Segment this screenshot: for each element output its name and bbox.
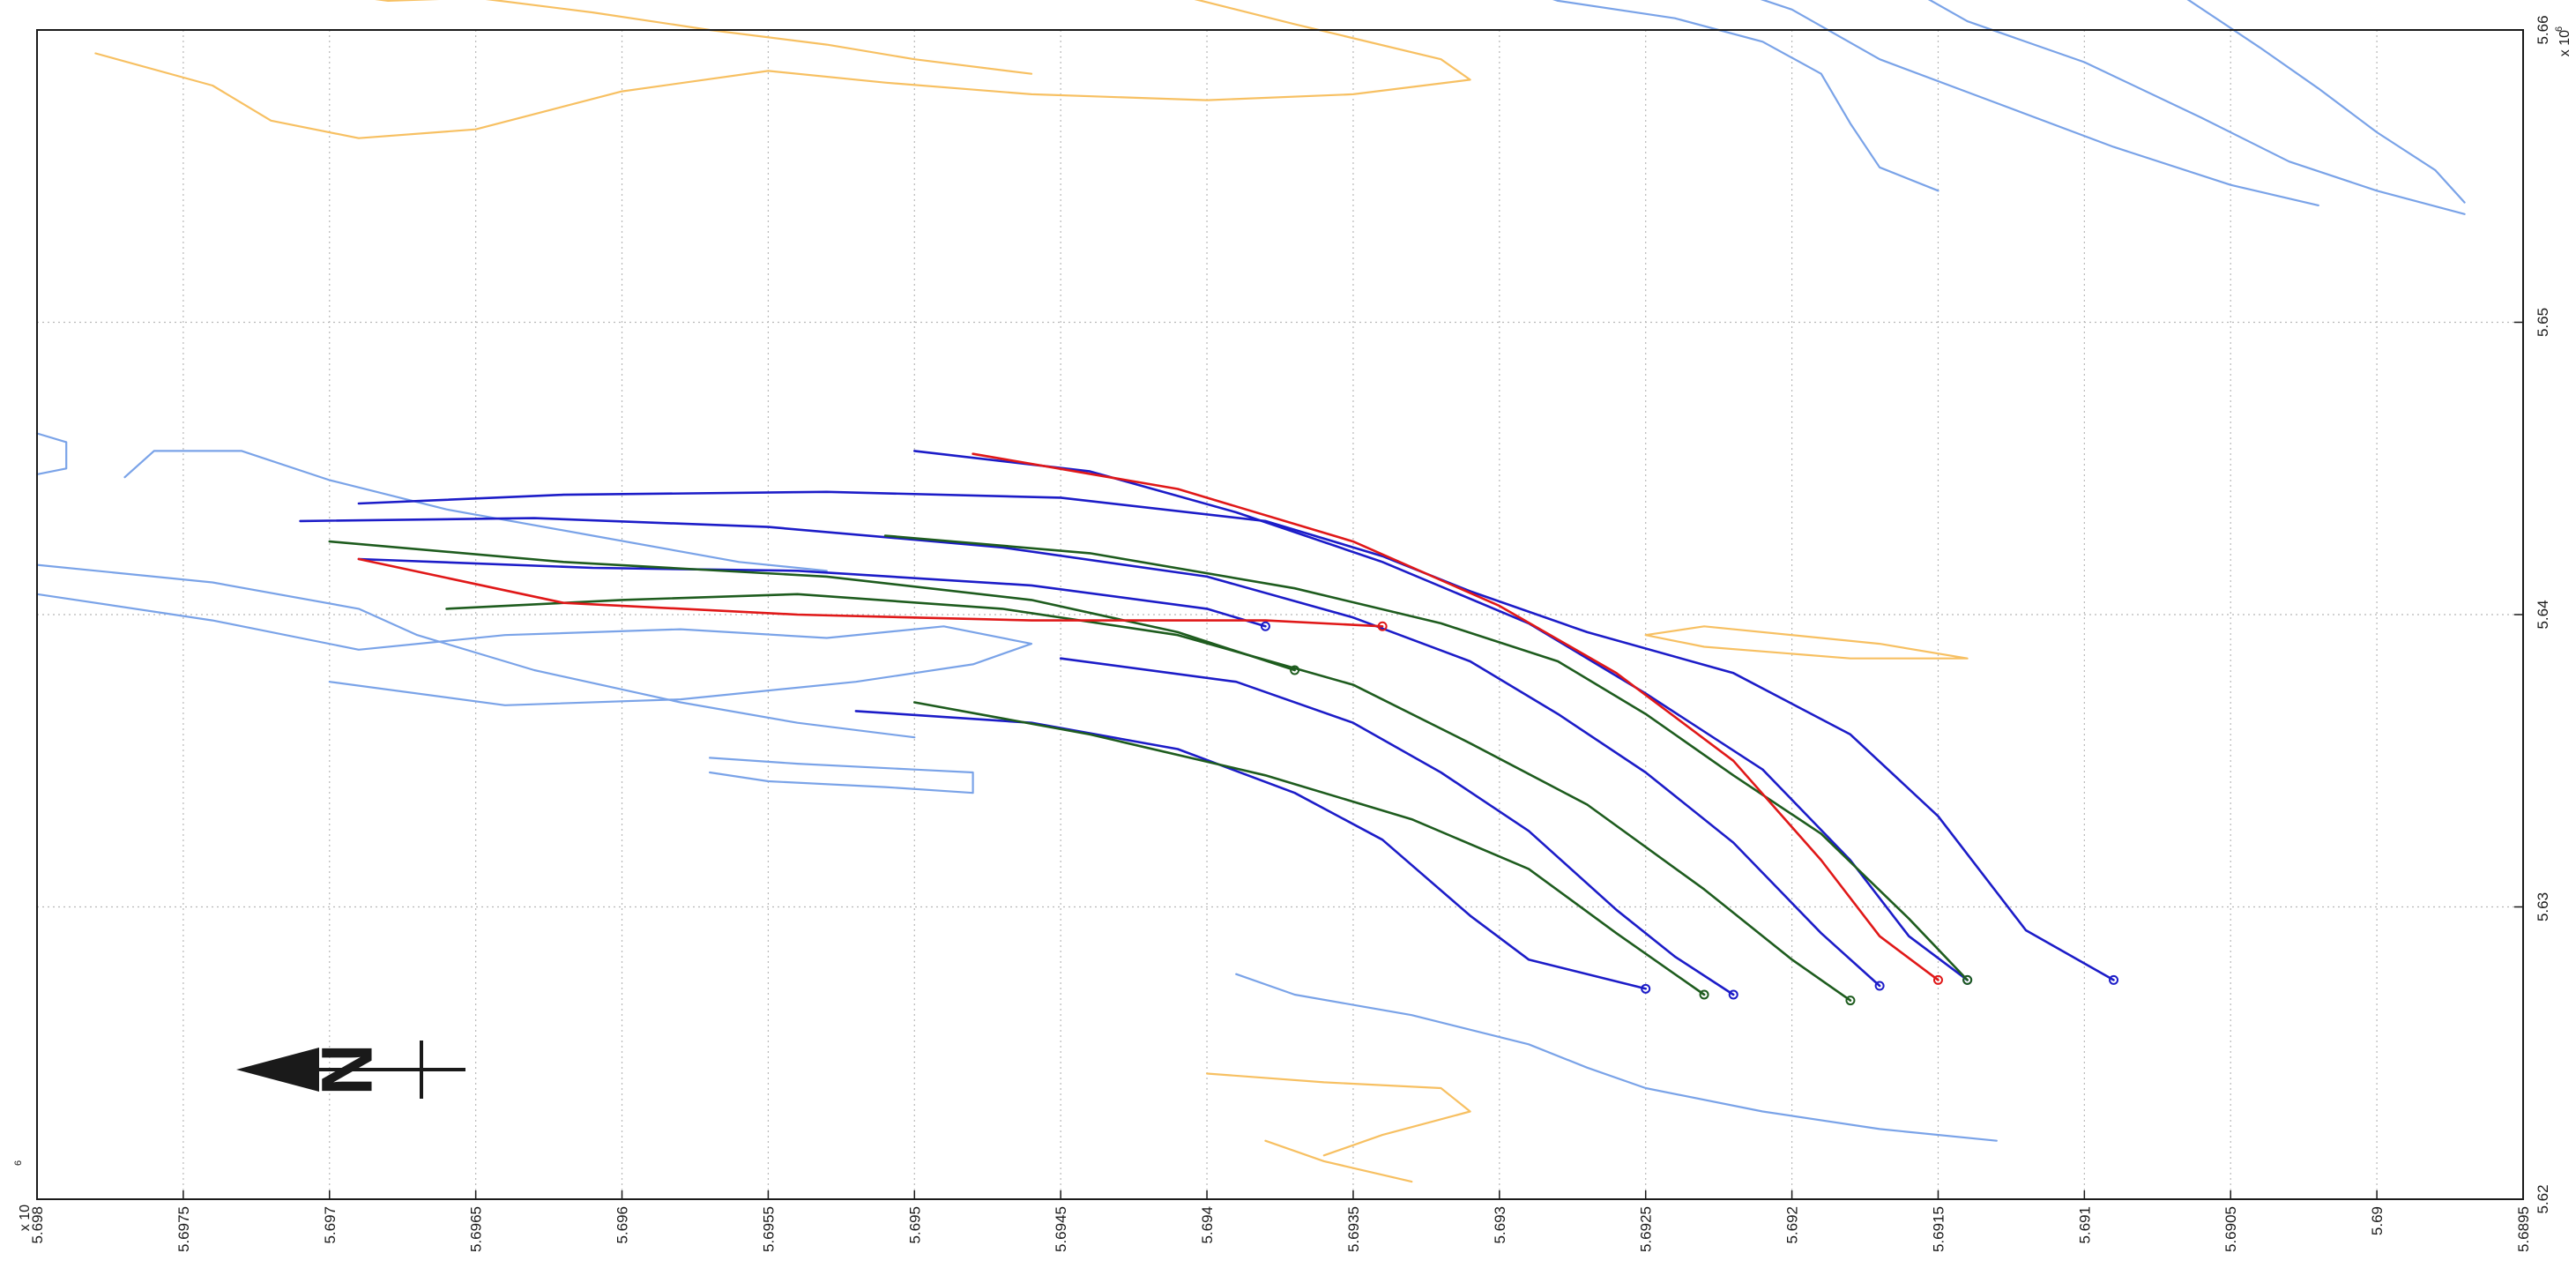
coastline-line [35, 432, 68, 475]
track-end-marker [1290, 665, 1300, 675]
depth_contour-line [1206, 1072, 1471, 1157]
x-tick-label: 5.6965 [468, 1206, 485, 1252]
y-tick-label: 5.64 [2535, 600, 2551, 629]
coastline-line [1235, 973, 1998, 1142]
coastline-line [35, 593, 1033, 706]
north-arrow: N [236, 1041, 465, 1099]
track-line [357, 557, 1267, 628]
depth_contour-line [1264, 1139, 1413, 1183]
track-line [1059, 657, 1735, 996]
track-end-marker [1932, 974, 1943, 985]
track-end-marker [1728, 989, 1738, 1000]
track-end-marker [1874, 981, 1885, 991]
north-arrow-head-icon [236, 1048, 319, 1092]
coastline-line [123, 450, 828, 572]
track-end-marker [1377, 621, 1388, 631]
x-tick-labels: 5.698 5.6975 5.697 5.6965 5.696 5.6955 5.695 5.… [29, 1206, 2532, 1252]
y-tick-labels: 5.62 5.63 5.64 5.65 5.66 [2535, 15, 2551, 1213]
coastline-line [1927, 0, 2466, 215]
depth_contour-line [1644, 625, 1969, 660]
coastline-line [2186, 0, 2466, 204]
y-tick-label: 5.62 [2535, 1184, 2551, 1213]
x-exponent-power: 6 [13, 1160, 24, 1166]
x-axis-exponent: x 10 6 [13, 1160, 33, 1231]
x-exponent-base: x 10 [18, 1205, 33, 1231]
x-tick-label: 5.6915 [1930, 1206, 1947, 1252]
end-markers [1260, 621, 2119, 1006]
x-tick-label: 5.6975 [175, 1206, 192, 1252]
x-tick-label: 5.697 [322, 1206, 339, 1244]
track-line [883, 534, 1969, 981]
track-line [357, 490, 2115, 981]
x-tick-label: 5.69 [2369, 1206, 2386, 1235]
north-letter: N [308, 1043, 388, 1095]
x-tick-label: 5.6955 [760, 1206, 777, 1252]
track-line [913, 450, 1969, 981]
track-end-marker [1699, 989, 1709, 1000]
x-tick-label: 5.696 [614, 1206, 631, 1244]
x-tick-label: 5.693 [1492, 1206, 1508, 1244]
series-group [35, 0, 2466, 1183]
x-tick-label: 5.6945 [1053, 1206, 1069, 1252]
y-exponent-base: x 10 [2557, 30, 2572, 56]
track-line [328, 540, 1296, 672]
track-end-marker [1962, 974, 1973, 985]
plot-frame [36, 29, 2524, 1200]
track-end-marker [1641, 983, 1651, 994]
x-tick-label: 5.692 [1784, 1206, 1801, 1244]
coastline-line [35, 563, 916, 739]
x-tick-label: 5.6905 [2222, 1206, 2239, 1252]
track-line [299, 517, 1881, 988]
y-exponent-power: 6 [2554, 26, 2565, 32]
y-tick-label: 5.66 [2535, 15, 2551, 44]
x-tick-label: 5.698 [29, 1206, 46, 1244]
x-tick-label: 5.695 [906, 1206, 923, 1244]
x-tick-label: 5.6925 [1638, 1206, 1655, 1252]
track-line [972, 452, 1939, 981]
depth_contour-line [94, 0, 1471, 139]
x-tick-label: 5.691 [2076, 1206, 2093, 1244]
depth_contour-line [375, 0, 1033, 75]
x-tick-label: 5.694 [1199, 1206, 1216, 1244]
track-end-marker [1260, 621, 1270, 631]
x-tick-label: 5.6895 [2515, 1206, 2532, 1252]
track-line [445, 593, 1852, 1002]
track-line [357, 557, 1384, 628]
y-tick-label: 5.65 [2535, 308, 2551, 337]
track-end-marker [1845, 996, 1856, 1006]
y-axis-exponent: x 10 6 [2554, 26, 2572, 56]
coastline-line [1760, 0, 2319, 206]
x-tick-label: 5.6935 [1345, 1206, 1362, 1252]
y-tick-label: 5.63 [2535, 892, 2551, 921]
track-line [913, 701, 1706, 996]
coastline-line [1552, 0, 1939, 192]
track-end-marker [2109, 974, 2119, 985]
coastline-line [709, 757, 974, 794]
